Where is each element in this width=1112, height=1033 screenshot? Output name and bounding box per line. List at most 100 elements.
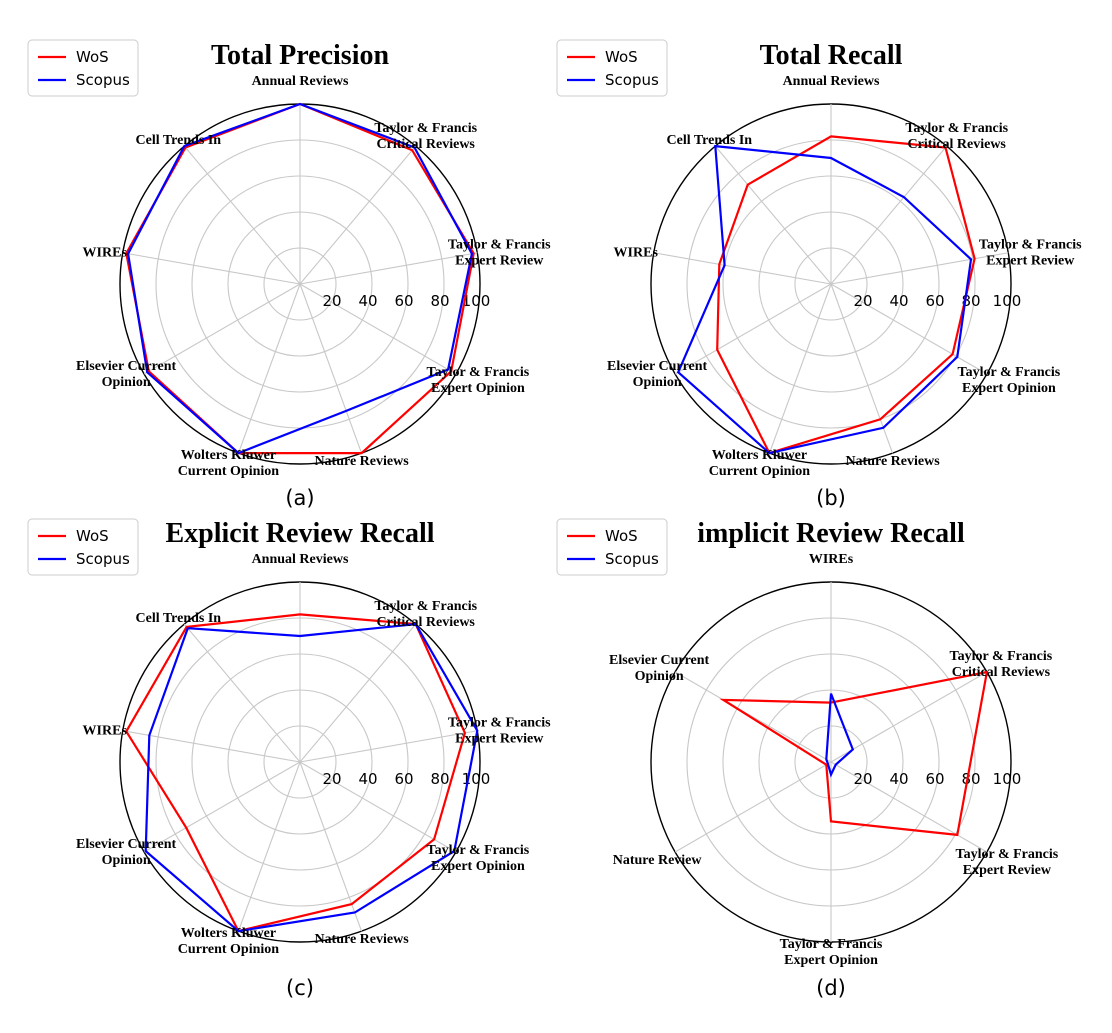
radial-tick-label: 80: [961, 770, 980, 788]
series-line-wos: [125, 613, 467, 933]
category-label: Taylor & Francis Critical Reviews: [950, 649, 1053, 680]
spoke-line: [183, 145, 301, 285]
category-label: Cell Trends In: [136, 133, 222, 148]
spoke-line: [299, 761, 457, 853]
category-label: WIREs: [809, 552, 854, 567]
category-label: Nature Reviews: [314, 932, 409, 947]
series-line-scopus: [825, 693, 855, 778]
category-label: Taylor & Francis Expert Review: [956, 847, 1059, 878]
category-label: WIREs: [83, 724, 128, 739]
spoke-line: [674, 671, 832, 763]
legend: WoS Scopus: [27, 518, 139, 576]
spoke-line: [674, 283, 832, 375]
spoke-line: [830, 283, 894, 454]
legend-label-wos: WoS: [605, 48, 638, 66]
category-label: Taylor & Francis Critical Reviews: [374, 121, 477, 152]
radial-tick-label: 60: [394, 770, 413, 788]
spoke-line: [299, 283, 457, 375]
legend: WoS Scopus: [556, 39, 668, 97]
legend-label-scopus: Scopus: [76, 71, 130, 89]
radial-tick-label: 80: [430, 292, 449, 310]
panel-caption: (c): [286, 976, 314, 1000]
legend-box: [27, 518, 139, 576]
radial-tick-label: 60: [394, 292, 413, 310]
spoke-line: [714, 145, 832, 285]
spoke-line: [299, 730, 478, 763]
panel-caption: (d): [816, 976, 846, 1000]
spoke-line: [183, 623, 301, 763]
spoke-line: [653, 252, 832, 285]
spoke-line: [830, 761, 988, 853]
legend-label-scopus: Scopus: [76, 550, 130, 568]
legend-box: [27, 39, 139, 97]
category-label: Taylor & Francis Expert Opinion: [958, 365, 1061, 396]
legend: WoS Scopus: [556, 518, 668, 576]
spoke-line: [830, 671, 988, 763]
category-label: Taylor & Francis Expert Review: [448, 238, 551, 269]
spoke-line: [299, 761, 363, 932]
series-line-scopus: [144, 622, 479, 933]
panel-caption: (b): [816, 486, 846, 510]
category-label: Cell Trends In: [136, 611, 222, 626]
category-label: Elsevier Current Opinion: [609, 653, 710, 684]
spoke-line: [299, 145, 417, 285]
category-label: Taylor & Francis Expert Opinion: [780, 937, 883, 968]
radial-tick-label: 20: [322, 292, 341, 310]
category-label: Annual Reviews: [252, 74, 349, 89]
spoke-line: [299, 623, 417, 763]
category-label: Taylor & Francis Expert Opinion: [427, 843, 530, 874]
radial-tick-label: 100: [462, 292, 491, 310]
category-label: Annual Reviews: [783, 74, 880, 89]
series-line-wos: [719, 670, 989, 837]
chart-title: Total Precision: [211, 40, 390, 71]
legend: WoS Scopus: [27, 39, 139, 97]
spoke-line: [143, 283, 301, 375]
spoke-line: [830, 145, 948, 285]
category-label: Nature Reviews: [314, 454, 409, 469]
chart-title: Explicit Review Recall: [165, 518, 434, 549]
category-label: Taylor & Francis Expert Review: [448, 716, 551, 747]
legend-box: [556, 518, 668, 576]
spoke-line: [122, 730, 301, 763]
panel-d: 20 40 60 80 100 WIREs Taylor & Francis Critical…: [556, 518, 1059, 1000]
radial-tick-label: 20: [853, 292, 872, 310]
category-label: Wolters Kluwer Current Opinion: [178, 448, 279, 479]
chart-title: Total Recall: [760, 40, 903, 71]
spoke-line: [674, 761, 832, 853]
chart-title: implicit Review Recall: [697, 518, 965, 549]
radial-tick-label: 100: [993, 292, 1022, 310]
category-label: Elsevier Current Opinion: [607, 359, 708, 390]
category-label: Nature Review: [613, 853, 703, 868]
category-label: Taylor & Francis Critical Reviews: [374, 599, 477, 630]
radial-tick-label: 40: [358, 770, 377, 788]
panel-a: 20 40 60 80 100 Annual Reviews Taylor & Franci…: [27, 39, 551, 510]
spoke-line: [830, 252, 1009, 285]
radial-tick-label: 20: [322, 770, 341, 788]
spoke-line: [237, 283, 301, 454]
series-line-scopus: [126, 102, 474, 455]
spoke-line: [299, 252, 478, 285]
legend-label-wos: WoS: [605, 527, 638, 545]
spoke-line: [299, 283, 363, 454]
spoke-line: [830, 283, 988, 375]
category-label: Nature Reviews: [845, 454, 940, 469]
spoke-line: [768, 283, 832, 454]
radial-tick-label: 100: [993, 770, 1022, 788]
category-label: Elsevier Current Opinion: [76, 359, 177, 390]
radial-tick-label: 40: [358, 292, 377, 310]
legend-label-scopus: Scopus: [605, 550, 659, 568]
legend-label-scopus: Scopus: [605, 71, 659, 89]
radial-tick-label: 60: [925, 292, 944, 310]
radial-tick-label: 60: [925, 770, 944, 788]
legend-box: [556, 39, 668, 97]
series-line-wos: [716, 135, 976, 455]
category-label: Taylor & Francis Critical Reviews: [905, 121, 1008, 152]
category-label: Taylor & Francis Expert Review: [979, 238, 1082, 269]
category-label: WIREs: [83, 246, 128, 261]
category-label: Elsevier Current Opinion: [76, 837, 177, 868]
spoke-line: [122, 252, 301, 285]
category-label: Wolters Kluwer Current Opinion: [178, 926, 279, 957]
